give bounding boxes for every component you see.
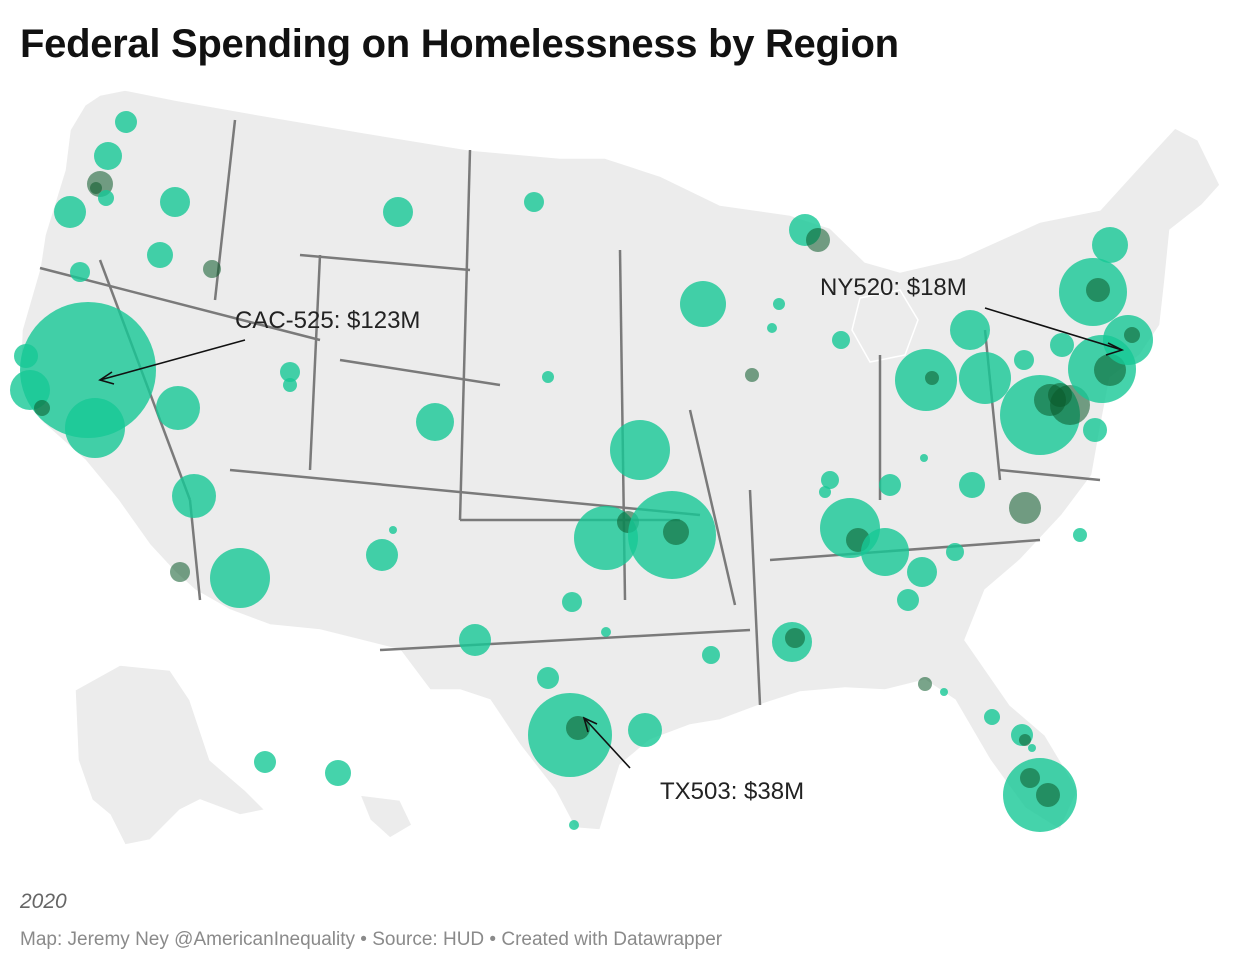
region-bubble[interactable]: [959, 352, 1011, 404]
annotation-label-ny520: NY520: $18M: [820, 274, 967, 301]
region-bubble[interactable]: [925, 371, 939, 385]
region-bubble[interactable]: [1014, 350, 1034, 370]
region-bubble[interactable]: [566, 716, 590, 740]
region-bubble[interactable]: [383, 197, 413, 227]
region-bubble[interactable]: [897, 589, 919, 611]
region-bubble[interactable]: [147, 242, 173, 268]
region-bubble[interactable]: [907, 557, 937, 587]
region-bubble[interactable]: [663, 519, 689, 545]
annotation-label-tx503: TX503: $38M: [660, 778, 804, 805]
region-bubble[interactable]: [70, 262, 90, 282]
region-bubble[interactable]: [745, 368, 759, 382]
region-bubble[interactable]: [920, 454, 928, 462]
region-bubble[interactable]: [1028, 744, 1036, 752]
region-bubble[interactable]: [861, 528, 909, 576]
region-bubble[interactable]: [115, 111, 137, 133]
region-bubble[interactable]: [54, 196, 86, 228]
alaska-shape: [74, 664, 267, 846]
region-bubble[interactable]: [1009, 492, 1041, 524]
region-bubble[interactable]: [160, 187, 190, 217]
region-bubble[interactable]: [524, 192, 544, 212]
region-bubble[interactable]: [1086, 278, 1110, 302]
region-bubble[interactable]: [1019, 734, 1031, 746]
hawaii-shape: [358, 794, 413, 839]
region-bubble[interactable]: [984, 709, 1000, 725]
region-bubble[interactable]: [283, 378, 297, 392]
region-bubble[interactable]: [1020, 768, 1040, 788]
region-bubble[interactable]: [459, 624, 491, 656]
annotation-arrows: [98, 307, 1125, 769]
region-bubble[interactable]: [325, 760, 351, 786]
region-bubble[interactable]: [65, 398, 125, 458]
region-bubble[interactable]: [1036, 783, 1060, 807]
region-bubble[interactable]: [172, 474, 216, 518]
region-bubble[interactable]: [366, 539, 398, 571]
credits: Map: Jeremy Ney @AmericanInequality • So…: [20, 929, 723, 950]
region-bubble[interactable]: [950, 310, 990, 350]
region-bubble[interactable]: [773, 298, 785, 310]
region-bubble[interactable]: [389, 526, 397, 534]
year-note: 2020: [20, 890, 67, 913]
region-bubble[interactable]: [1083, 418, 1107, 442]
region-bubble[interactable]: [832, 331, 850, 349]
region-bubble[interactable]: [879, 474, 901, 496]
region-bubble[interactable]: [1092, 227, 1128, 263]
region-bubble[interactable]: [1073, 528, 1087, 542]
region-bubble[interactable]: [20, 302, 156, 438]
region-bubble[interactable]: [918, 677, 932, 691]
us-map[interactable]: CAC-525: $123M NY520: $18M TX503: $38M: [0, 80, 1240, 860]
region-bubble[interactable]: [210, 548, 270, 608]
annotation-label-cac525: CAC-525: $123M: [235, 307, 420, 334]
region-bubble[interactable]: [946, 543, 964, 561]
region-bubble[interactable]: [156, 386, 200, 430]
region-bubble[interactable]: [170, 562, 190, 582]
michigan-shape: [851, 289, 919, 363]
region-bubble[interactable]: [610, 420, 670, 480]
region-bubble[interactable]: [34, 400, 50, 416]
region-bubble[interactable]: [767, 323, 777, 333]
region-bubble[interactable]: [254, 751, 276, 773]
region-bubble[interactable]: [416, 403, 454, 441]
region-bubble[interactable]: [569, 820, 579, 830]
region-bubble[interactable]: [14, 344, 38, 368]
region-bubble[interactable]: [280, 362, 300, 382]
region-bubble[interactable]: [601, 627, 611, 637]
region-bubble[interactable]: [628, 713, 662, 747]
region-bubble[interactable]: [680, 281, 726, 327]
region-bubble[interactable]: [90, 182, 102, 194]
region-bubble[interactable]: [1050, 333, 1074, 357]
region-bubble[interactable]: [806, 228, 830, 252]
region-bubble[interactable]: [203, 260, 221, 278]
region-bubble[interactable]: [1050, 385, 1090, 425]
region-bubble[interactable]: [94, 142, 122, 170]
region-bubble[interactable]: [785, 628, 805, 648]
region-bubble[interactable]: [537, 667, 559, 689]
region-bubble[interactable]: [1124, 327, 1140, 343]
region-bubble[interactable]: [821, 471, 839, 489]
region-bubble[interactable]: [10, 370, 50, 410]
region-bubble[interactable]: [959, 472, 985, 498]
region-bubble[interactable]: [562, 592, 582, 612]
region-bubble[interactable]: [819, 486, 831, 498]
region-bubble[interactable]: [98, 190, 114, 206]
region-bubble[interactable]: [542, 371, 554, 383]
bubble-layer: [10, 111, 1153, 832]
map-title: Federal Spending on Homelessness by Regi…: [20, 22, 899, 66]
region-bubble[interactable]: [940, 688, 948, 696]
region-bubble[interactable]: [702, 646, 720, 664]
